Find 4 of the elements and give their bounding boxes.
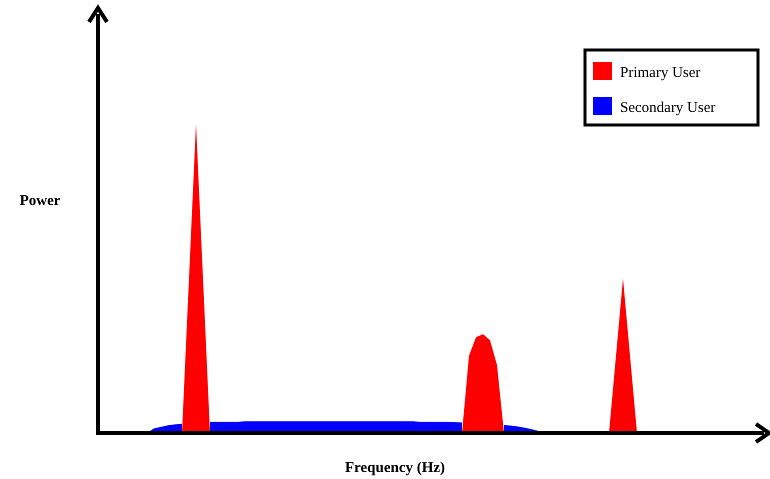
legend-label: Primary User — [620, 65, 700, 81]
legend-label: Secondary User — [620, 100, 716, 116]
x-axis-title: Frequency (Hz) — [344, 460, 446, 476]
y-axis-title: Power — [20, 193, 61, 209]
